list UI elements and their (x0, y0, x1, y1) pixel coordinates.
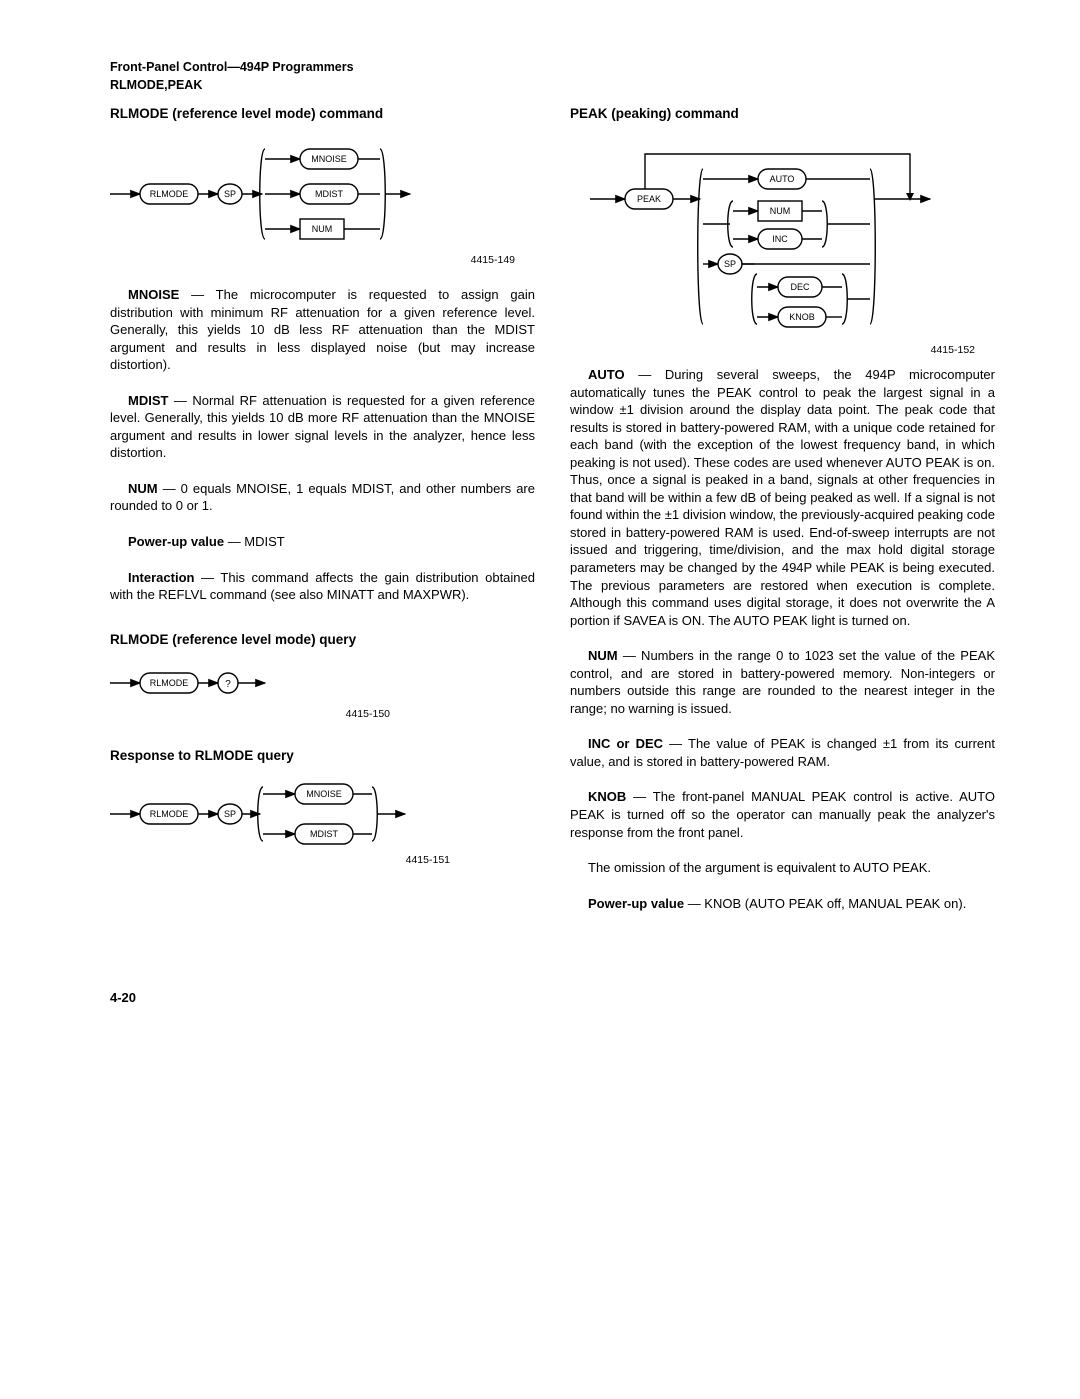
mdist-resp-node: MDIST (310, 829, 339, 839)
peak-num-node: NUM (770, 206, 791, 216)
right-column: PEAK (peaking) command PEAK AUTO (570, 106, 995, 930)
knob-node: KNOB (789, 312, 815, 322)
mnoise-resp-node: MNOISE (306, 789, 342, 799)
fig-number-152: 4415-152 (570, 344, 995, 356)
question-node: ? (225, 679, 231, 690)
peak-command-diagram: PEAK AUTO NUM INC (570, 139, 995, 356)
rlmode-command-diagram: RLMODE SP MNOISE MDIST (110, 139, 535, 266)
rlmode-response-diagram: RLMODE SP MNOISE MDIST 4415-151 (110, 779, 535, 866)
header-line-2: RLMODE,PEAK (110, 78, 995, 92)
mdist-term: MDIST (128, 393, 168, 408)
peak-powerup-term: Power-up value (588, 896, 684, 911)
peak-num-text: — Numbers in the range 0 to 1023 set the… (570, 648, 995, 716)
peak-powerup-text: — KNOB (AUTO PEAK off, MANUAL PEAK on). (684, 896, 966, 911)
mnoise-term: MNOISE (128, 287, 179, 302)
rlmode-node: RLMODE (150, 189, 189, 199)
right-body: AUTO — During several sweeps, the 494P m… (570, 366, 995, 912)
interaction-term: Interaction (128, 570, 194, 585)
rlmode-response-title: Response to RLMODE query (110, 748, 535, 763)
mdist-text: — Normal RF attenuation is requested for… (110, 393, 535, 461)
num-text: — 0 equals MNOISE, 1 equals MDIST, and o… (110, 481, 535, 514)
knob-text: — The front-panel MANUAL PEAK control is… (570, 789, 995, 839)
mnoise-node: MNOISE (311, 154, 347, 164)
page-number: 4-20 (110, 990, 995, 1005)
mdist-node: MDIST (315, 189, 344, 199)
header-line-1: Front-Panel Control—494P Programmers (110, 60, 995, 74)
rlmode-query-title: RLMODE (reference level mode) query (110, 632, 535, 647)
auto-term: AUTO (588, 367, 625, 382)
left-body: MNOISE — The microcomputer is requested … (110, 286, 535, 604)
powerup-text: — MDIST (224, 534, 285, 549)
auto-node: AUTO (770, 174, 795, 184)
rlmode-query-diagram: RLMODE ? 4415-150 (110, 663, 535, 720)
auto-text: — During several sweeps, the 494P microc… (570, 367, 995, 628)
rlmode-query-node: RLMODE (150, 678, 189, 688)
num-term: NUM (128, 481, 158, 496)
rlmode-resp-node: RLMODE (150, 809, 189, 819)
peak-num-term: NUM (588, 648, 618, 663)
fig-number-149: 4415-149 (110, 254, 535, 266)
omission-text: The omission of the argument is equivale… (588, 860, 931, 875)
two-column-layout: RLMODE (reference level mode) command RL… (110, 106, 995, 930)
fig-number-151: 4415-151 (110, 854, 470, 866)
inc-node: INC (772, 234, 788, 244)
left-column: RLMODE (reference level mode) command RL… (110, 106, 535, 930)
incdec-term: INC or DEC (588, 736, 663, 751)
knob-term: KNOB (588, 789, 626, 804)
dec-node: DEC (790, 282, 810, 292)
peak-command-title: PEAK (peaking) command (570, 106, 995, 121)
rlmode-command-title: RLMODE (reference level mode) command (110, 106, 535, 121)
sp-resp-node: SP (224, 809, 236, 819)
fig-number-150: 4415-150 (110, 708, 410, 720)
peak-sp-node: SP (724, 259, 736, 269)
powerup-term: Power-up value (128, 534, 224, 549)
sp-node: SP (224, 189, 236, 199)
num-node: NUM (312, 224, 333, 234)
peak-node: PEAK (637, 194, 661, 204)
